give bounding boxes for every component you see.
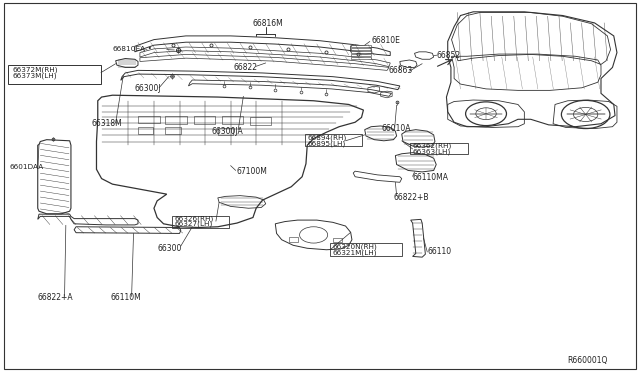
Text: 66863: 66863 — [388, 66, 413, 75]
Text: 66110MA: 66110MA — [413, 173, 449, 182]
Text: 66822+B: 66822+B — [394, 193, 429, 202]
Text: 66894(RH): 66894(RH) — [307, 135, 346, 141]
Text: 66300J: 66300J — [135, 84, 161, 93]
Bar — [351, 57, 371, 59]
Bar — [410, 142, 467, 154]
Bar — [351, 51, 371, 53]
Bar — [218, 128, 233, 135]
Text: 66822+A: 66822+A — [38, 293, 74, 302]
Text: 66320N(RH): 66320N(RH) — [333, 244, 378, 250]
Text: 66372M(RH): 66372M(RH) — [12, 66, 58, 73]
Text: 66852: 66852 — [437, 51, 461, 60]
Text: 66110M: 66110M — [111, 294, 141, 302]
Bar — [250, 118, 271, 125]
Text: 66810E: 66810E — [371, 36, 400, 45]
Text: 66321M(LH): 66321M(LH) — [333, 250, 377, 256]
Text: R660001Q: R660001Q — [567, 356, 607, 365]
Bar — [289, 237, 298, 241]
Text: 66363(LH): 66363(LH) — [413, 148, 451, 155]
Text: 66010A: 66010A — [382, 124, 412, 133]
Text: 66816M: 66816M — [252, 19, 283, 28]
Bar — [166, 116, 187, 124]
Bar — [166, 128, 180, 134]
Text: 66110: 66110 — [428, 247, 451, 256]
Text: 66810EA-•: 66810EA-• — [113, 46, 152, 52]
Bar — [8, 65, 101, 84]
Text: 66822: 66822 — [234, 63, 258, 72]
Bar — [138, 116, 160, 123]
Bar — [193, 116, 215, 124]
Text: 66895(LH): 66895(LH) — [307, 140, 346, 147]
Text: 66326(RH): 66326(RH) — [174, 215, 214, 222]
Text: 66300: 66300 — [157, 244, 182, 253]
Bar — [138, 128, 154, 134]
Bar — [172, 217, 229, 228]
Bar — [221, 116, 243, 124]
Text: 66300JA: 66300JA — [211, 126, 243, 136]
Bar — [333, 238, 342, 242]
Text: 66362(RH): 66362(RH) — [413, 143, 452, 149]
Text: 66373M(LH): 66373M(LH) — [12, 72, 57, 79]
Text: 66327(LH): 66327(LH) — [174, 221, 212, 227]
Bar — [351, 54, 371, 56]
Bar — [351, 48, 371, 50]
Bar — [305, 135, 362, 146]
Text: 67100M: 67100M — [237, 167, 268, 176]
Bar — [351, 45, 371, 47]
Text: 66318M: 66318M — [92, 119, 122, 128]
Bar — [330, 243, 402, 256]
Text: 6601DAA: 6601DAA — [10, 164, 44, 170]
